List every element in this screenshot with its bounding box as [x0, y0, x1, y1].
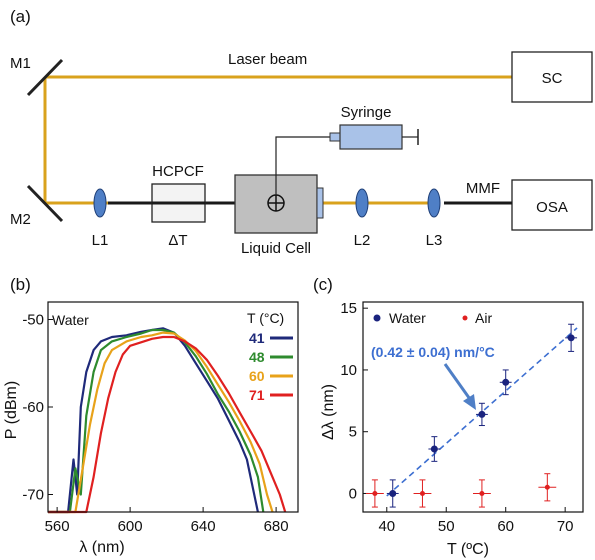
- data-point-water: [478, 410, 486, 418]
- panel-b-xlabel: λ (nm): [79, 539, 124, 556]
- liquid-cell-label: Liquid Cell: [241, 240, 311, 257]
- lens-l3-label: L3: [426, 232, 443, 249]
- panel-b-label: (b): [10, 275, 31, 294]
- x-tick-label-b: 680: [264, 518, 289, 535]
- liquid-cell-window: [316, 187, 324, 219]
- spectrum-series-48: [48, 328, 265, 514]
- panel-c-ylabel: Δλ (nm): [320, 384, 337, 440]
- x-tick-label-c: 40: [378, 518, 395, 535]
- x-tick-label-c: 50: [438, 518, 455, 535]
- y-tick-label-c: 10: [340, 362, 357, 379]
- legend-air-label: Air: [475, 310, 492, 326]
- syringe-body: [339, 124, 403, 150]
- panel-b-medium-label: Water: [52, 312, 89, 328]
- lens-l3: [427, 188, 441, 218]
- legend-air-marker: [462, 315, 468, 321]
- panel-b: (b) 560 600 640 680 -50 -60 -70 41 48 60 71 λ (nm)…: [3, 275, 299, 556]
- x-tick-label-b: 560: [45, 518, 70, 535]
- delta-t-label: ΔT: [168, 232, 187, 249]
- x-tick-label-b: 600: [118, 518, 143, 535]
- plot-c-frame: [362, 301, 584, 513]
- y-tick-label-b: -70: [22, 487, 44, 504]
- mirror-m1-label: M1: [10, 55, 31, 72]
- y-tick-label-c: 5: [349, 424, 357, 441]
- annotation-arrow-head: [463, 394, 476, 410]
- panel-c-xlabel: T (ºC): [447, 541, 489, 558]
- osa-label: OSA: [536, 199, 568, 216]
- legend-entry-41: 41: [249, 330, 265, 346]
- spectrum-series-71: [48, 335, 287, 514]
- mmf-label: MMF: [466, 180, 500, 197]
- panel-b-legend-title: T (°C): [247, 310, 284, 326]
- data-point-water: [502, 378, 510, 386]
- osa-box: [511, 179, 593, 231]
- lens-l1-label: L1: [92, 232, 109, 249]
- x-tick-label-c: 60: [497, 518, 514, 535]
- lens-l2-label: L2: [354, 232, 371, 249]
- x-tick-label-c: 70: [557, 518, 574, 535]
- spectrum-plot: 560 600 640 680 -50 -60 -70 41 48 60 71: [22, 301, 299, 535]
- shift-plot: 40 50 60 70 0 5 10 15: [340, 300, 584, 535]
- lens-l2: [355, 188, 369, 218]
- panel-b-ylabel: P (dBm): [3, 381, 20, 439]
- lens-l1: [93, 188, 107, 218]
- y-tick-label-b: -60: [22, 399, 44, 416]
- mirror-m1: [26, 58, 64, 97]
- data-point-water: [430, 445, 438, 453]
- mirror-m2-label: M2: [10, 211, 31, 228]
- legend-water-label: Water: [389, 310, 426, 326]
- hcpcf-label: HCPCF: [152, 163, 204, 180]
- syringe-tip: [329, 132, 341, 142]
- y-tick-label-c: 0: [349, 485, 357, 502]
- spectrum-series-60: [48, 331, 274, 514]
- panel-a-label: (a): [10, 7, 31, 26]
- panel-c-label: (c): [313, 275, 333, 294]
- y-tick-label-c: 15: [340, 300, 357, 317]
- panel-c: (c) 40 50 60 70 0 5 10 15 T (ºC) Δλ (nm) (0.42 …: [313, 275, 584, 558]
- data-point-air: [419, 490, 425, 496]
- syringe-label: Syringe: [341, 104, 392, 121]
- sc-box: [511, 51, 593, 103]
- data-point-water: [567, 334, 575, 342]
- legend-entry-60: 60: [249, 368, 265, 384]
- data-point-air: [544, 484, 550, 490]
- linear-fit-line: [386, 327, 578, 497]
- legend-entry-71: 71: [249, 387, 265, 403]
- data-point-water: [389, 489, 397, 497]
- legend-entry-48: 48: [249, 349, 265, 365]
- annotation-arrow: [443, 363, 474, 403]
- sc-label: SC: [542, 70, 563, 87]
- mirror-m2: [26, 184, 64, 223]
- x-tick-label-b: 640: [191, 518, 216, 535]
- fit-annotation: (0.42 ± 0.04) nm/°C: [371, 344, 495, 360]
- syringe-tube: [275, 136, 330, 195]
- data-point-air: [372, 490, 378, 496]
- legend-water-marker: [373, 314, 381, 322]
- panel-a: (a) M1 M2 Laser beam SC OSA MMF L1 L2 L3: [10, 7, 593, 257]
- laser-beam-label: Laser beam: [228, 51, 307, 68]
- y-tick-label-b: -50: [22, 312, 44, 329]
- data-point-air: [479, 490, 485, 496]
